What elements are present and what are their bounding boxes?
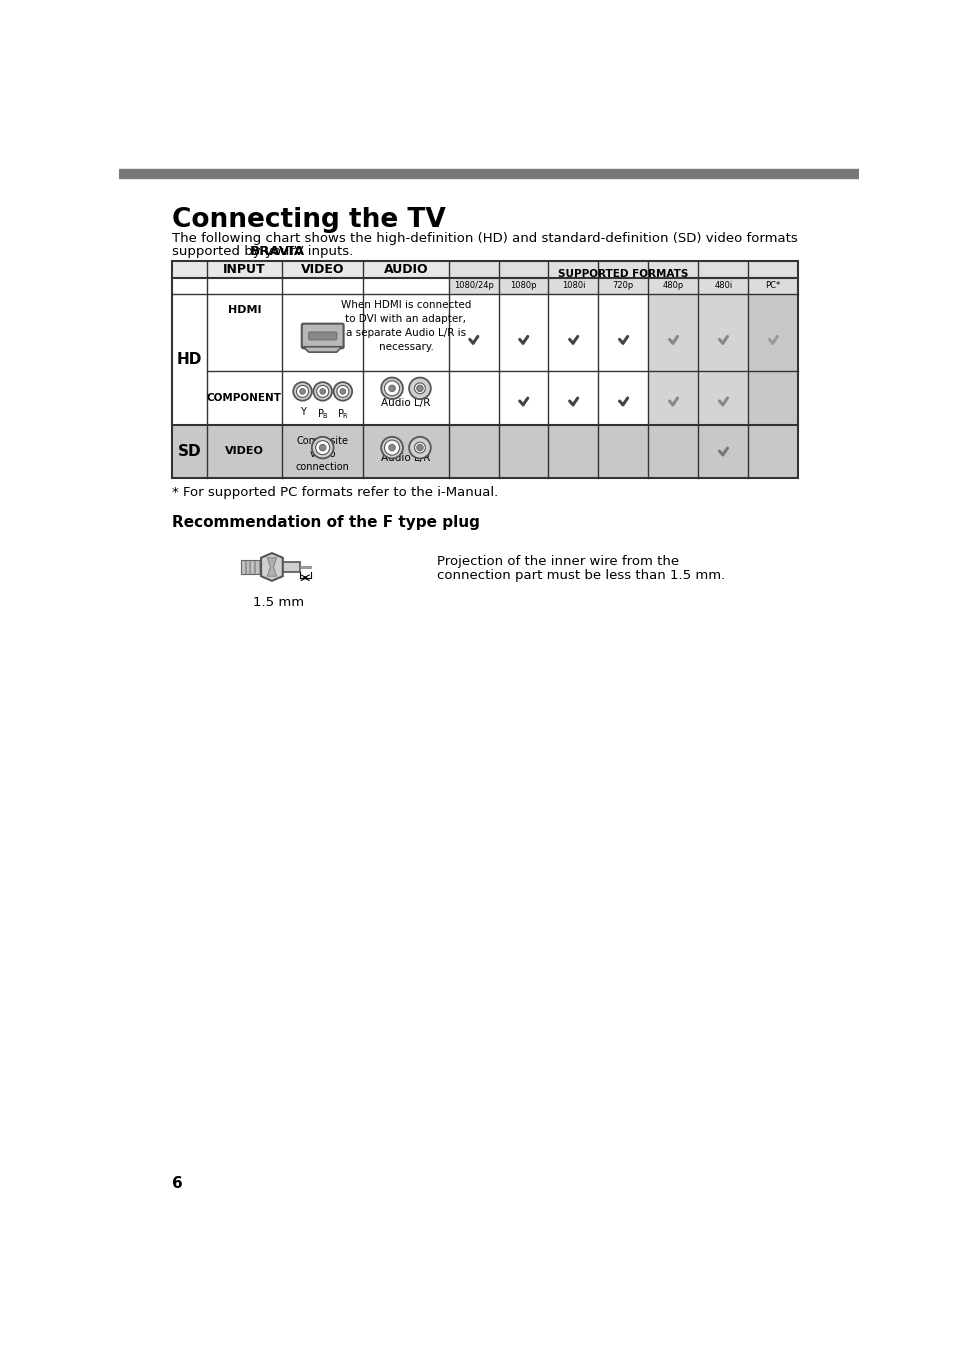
Bar (241, 560, 245, 574)
Text: 480p: 480p (662, 282, 683, 290)
Text: Connecting the TV: Connecting the TV (172, 207, 445, 233)
Text: Y: Y (319, 391, 325, 400)
Circle shape (389, 445, 395, 450)
Circle shape (416, 385, 423, 392)
Text: COMPONENT: COMPONENT (207, 393, 282, 403)
Circle shape (334, 382, 352, 400)
Text: INPUT: INPUT (223, 263, 266, 277)
Circle shape (415, 382, 425, 393)
Bar (172, 262, 798, 479)
Text: 1080p: 1080p (510, 282, 537, 290)
Circle shape (296, 385, 308, 397)
Text: Audio L/R: Audio L/R (381, 453, 430, 462)
Text: 1.5 mm: 1.5 mm (253, 597, 303, 609)
Text: supported by your: supported by your (172, 245, 298, 258)
Polygon shape (303, 347, 342, 353)
Bar (250, 560, 253, 574)
Text: Recommendation of the F type plug: Recommendation of the F type plug (172, 515, 479, 530)
Bar (245, 560, 249, 574)
Text: 1080i: 1080i (561, 282, 584, 290)
Circle shape (415, 442, 425, 453)
Bar (172, 262, 798, 479)
Text: SD: SD (177, 443, 201, 458)
Text: 1080/24p: 1080/24p (454, 282, 493, 290)
Bar (698, 370, 747, 424)
Text: connection part must be less than 1.5 mm.: connection part must be less than 1.5 mm… (436, 570, 724, 582)
Bar (698, 294, 747, 370)
Circle shape (299, 389, 305, 395)
Circle shape (416, 445, 423, 450)
Text: The following chart shows the high-definition (HD) and standard-definition (SD) : The following chart shows the high-defin… (172, 232, 797, 245)
Bar (172, 424, 798, 479)
Polygon shape (267, 557, 276, 576)
Circle shape (339, 389, 345, 395)
Text: VIDEO: VIDEO (300, 263, 344, 277)
Text: When HDMI is connected
to DVI with an adapter,
a separate Audio L/R is
necessary: When HDMI is connected to DVI with an ad… (340, 300, 471, 353)
FancyBboxPatch shape (301, 324, 343, 348)
Text: Projection of the inner wire from the: Projection of the inner wire from the (436, 556, 679, 568)
Text: P$_\mathsf{R}$: P$_\mathsf{R}$ (336, 407, 349, 420)
Polygon shape (261, 553, 282, 580)
Text: HDMI: HDMI (228, 305, 261, 315)
Bar (119, 170, 858, 178)
Text: TV inputs.: TV inputs. (282, 245, 353, 258)
Circle shape (384, 441, 399, 456)
Text: 720p: 720p (612, 282, 634, 290)
Bar (299, 565, 311, 568)
Circle shape (381, 437, 402, 458)
Bar (172, 262, 798, 278)
Text: * For supported PC formats refer to the i-Manual.: * For supported PC formats refer to the … (172, 485, 497, 499)
Bar (747, 294, 798, 479)
Circle shape (312, 437, 334, 458)
Circle shape (313, 382, 332, 400)
Text: Composite
video
connection: Composite video connection (295, 435, 349, 472)
FancyBboxPatch shape (309, 332, 336, 340)
Text: 6: 6 (172, 1177, 183, 1192)
Text: Audio L/R: Audio L/R (381, 397, 430, 408)
Bar (259, 560, 263, 574)
Bar (241, 560, 264, 574)
Bar (648, 294, 698, 370)
Text: PC*: PC* (764, 282, 780, 290)
Circle shape (319, 445, 326, 450)
Circle shape (293, 382, 312, 400)
Circle shape (315, 441, 330, 454)
Circle shape (316, 385, 329, 397)
Circle shape (409, 437, 431, 458)
Circle shape (384, 381, 399, 396)
Bar (448, 262, 798, 294)
Text: Y: Y (299, 407, 305, 416)
Text: 480i: 480i (714, 282, 732, 290)
Bar (648, 370, 698, 424)
Text: P$_\mathsf{B}$: P$_\mathsf{B}$ (316, 407, 329, 420)
Bar (448, 278, 798, 294)
Bar (282, 563, 299, 572)
Text: HD: HD (176, 351, 202, 366)
Text: SUPPORTED FORMATS: SUPPORTED FORMATS (558, 268, 688, 279)
Bar (254, 560, 258, 574)
Circle shape (381, 377, 402, 399)
Text: AUDIO: AUDIO (383, 263, 428, 277)
Text: BRAVIA: BRAVIA (249, 245, 304, 258)
Circle shape (389, 385, 395, 392)
Circle shape (409, 377, 431, 399)
Circle shape (336, 385, 349, 397)
Circle shape (319, 389, 325, 395)
Text: VIDEO: VIDEO (225, 446, 264, 457)
